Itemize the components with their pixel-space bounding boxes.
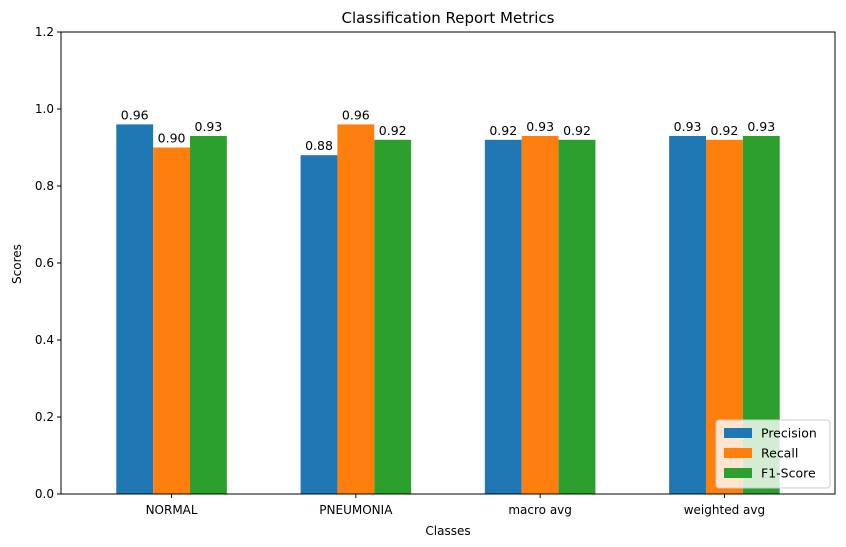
chart-title: Classification Report Metrics <box>342 9 555 27</box>
x-tick-label: PNEUMONIA <box>319 503 393 517</box>
y-tick-label: 1.2 <box>35 25 54 39</box>
data-labels-group: 0.96 0.88 0.92 0.93 0.90 0.96 0.93 0.92 0.93 0.92… <box>121 107 775 153</box>
y-tick-label: 0.2 <box>35 410 54 424</box>
x-axis-label: Classes <box>425 524 470 538</box>
legend-swatch <box>724 468 752 478</box>
data-label: 0.92 <box>379 123 407 138</box>
data-label: 0.93 <box>526 119 554 134</box>
data-label: 0.92 <box>563 123 591 138</box>
bar-f1-score-0 <box>190 135 227 494</box>
data-label: 0.93 <box>195 119 223 134</box>
legend-label: Recall <box>761 446 798 461</box>
legend-label: Precision <box>761 426 817 441</box>
bar-f1-score-1 <box>374 139 412 495</box>
data-label: 0.92 <box>711 123 739 138</box>
y-tick-label: 0.0 <box>35 487 54 501</box>
data-label: 0.88 <box>305 138 333 153</box>
x-tick-label: NORMAL <box>146 503 198 517</box>
y-tick-label: 0.4 <box>35 333 54 347</box>
bar-recall-1 <box>337 124 375 495</box>
legend-swatch <box>724 428 752 438</box>
y-tick-label: 0.6 <box>35 256 54 270</box>
data-label: 0.93 <box>674 119 702 134</box>
bar-precision-1 <box>300 155 338 494</box>
legend: Precision Recall F1-Score <box>715 419 831 489</box>
y-tick-label: 1.0 <box>35 102 54 116</box>
y-axis-label: Scores <box>10 244 24 284</box>
bar-f1-score-2 <box>558 139 596 495</box>
axes-group: 0.0 0.2 0.4 0.6 0.8 1.0 1.2 NORMAL PNEUMONIA macr… <box>35 25 836 517</box>
bar-precision-0 <box>116 124 154 495</box>
bar-precision-3 <box>669 135 706 494</box>
bar-recall-2 <box>521 135 559 494</box>
data-label: 0.96 <box>121 107 149 122</box>
x-tick-label: weighted avg <box>684 503 765 517</box>
bar-precision-2 <box>484 139 522 495</box>
data-label: 0.93 <box>747 119 775 134</box>
data-label: 0.92 <box>489 123 517 138</box>
legend-label: F1-Score <box>761 466 816 481</box>
data-label: 0.90 <box>158 131 186 146</box>
bars-group <box>116 124 780 495</box>
data-label: 0.96 <box>342 107 370 122</box>
bar-recall-0 <box>153 147 190 494</box>
y-tick-label: 0.8 <box>35 179 54 193</box>
x-tick-label: macro avg <box>508 503 572 517</box>
legend-swatch <box>724 448 752 458</box>
